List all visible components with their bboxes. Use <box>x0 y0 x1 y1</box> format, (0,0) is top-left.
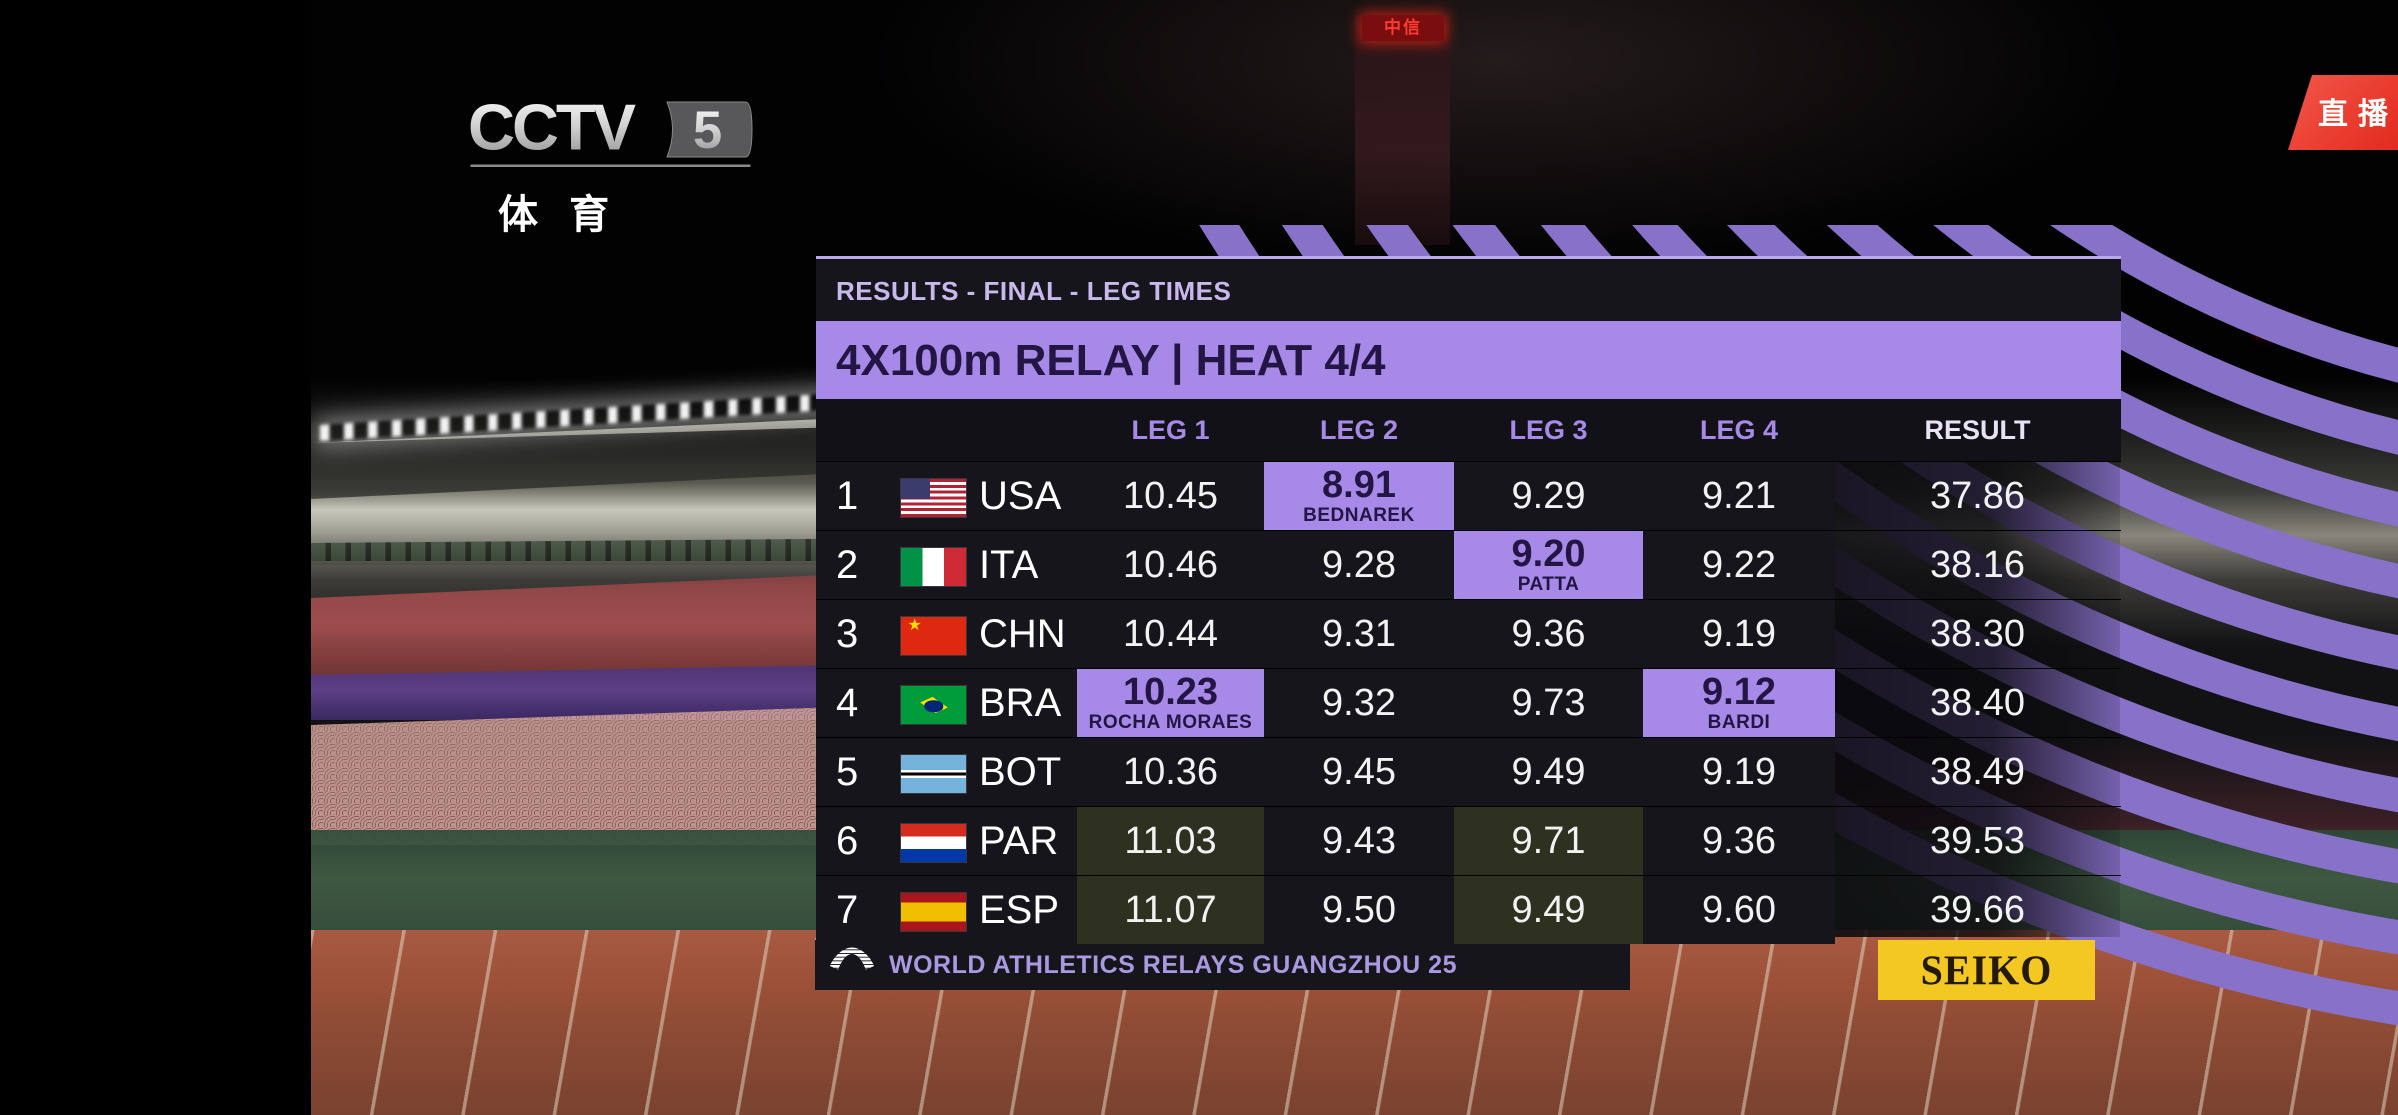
svg-text:CCTV: CCTV <box>468 92 636 164</box>
svg-text:5: 5 <box>693 101 722 160</box>
